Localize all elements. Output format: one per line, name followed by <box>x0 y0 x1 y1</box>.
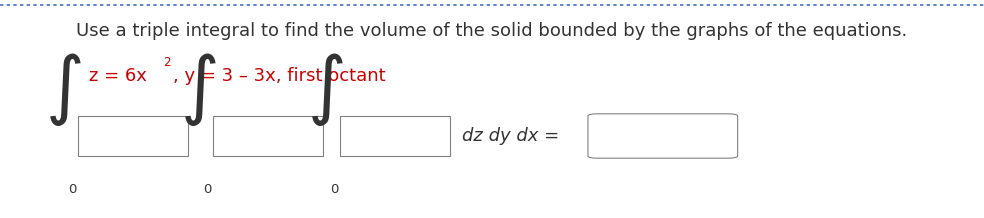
Text: dz dy dx =: dz dy dx = <box>462 127 559 145</box>
FancyBboxPatch shape <box>340 116 450 156</box>
Text: Use a triple integral to find the volume of the solid bounded by the graphs of t: Use a triple integral to find the volume… <box>77 22 907 40</box>
Text: 0: 0 <box>203 183 212 196</box>
FancyBboxPatch shape <box>78 116 188 156</box>
Text: z = 6x: z = 6x <box>89 67 147 85</box>
Text: $\int$: $\int$ <box>44 51 82 128</box>
Text: 0: 0 <box>68 183 77 196</box>
Text: $\int$: $\int$ <box>307 51 343 128</box>
Text: 2: 2 <box>163 56 171 70</box>
FancyBboxPatch shape <box>588 114 738 158</box>
Text: 0: 0 <box>330 183 338 196</box>
FancyBboxPatch shape <box>213 116 323 156</box>
Text: $\int$: $\int$ <box>180 51 216 128</box>
Text: , y = 3 – 3x, first octant: , y = 3 – 3x, first octant <box>173 67 386 85</box>
